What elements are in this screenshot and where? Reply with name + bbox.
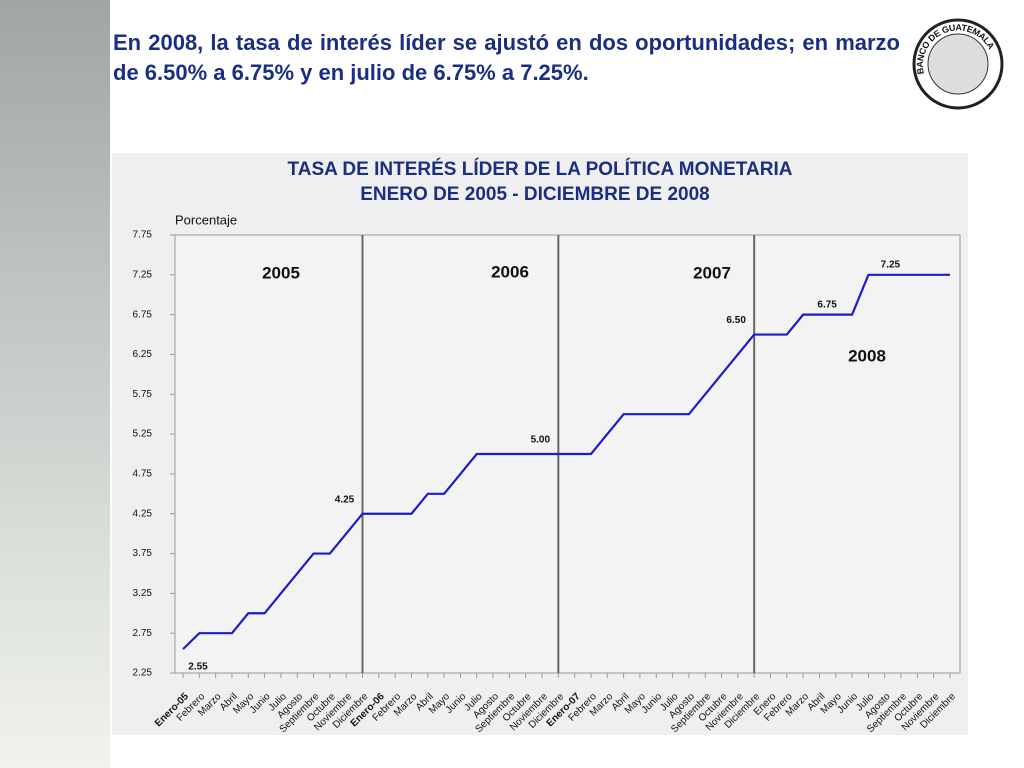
year-label: 2005 bbox=[262, 263, 300, 282]
y-tick-label: 5.25 bbox=[133, 429, 153, 440]
data-label: 6.50 bbox=[726, 315, 746, 326]
y-tick-label: 7.75 bbox=[133, 230, 153, 241]
y-tick-label: 2.75 bbox=[133, 628, 153, 639]
data-label: 2.55 bbox=[188, 662, 208, 673]
data-label: 5.00 bbox=[531, 435, 551, 446]
y-tick-label: 2.25 bbox=[133, 668, 153, 679]
background-photo bbox=[0, 0, 110, 768]
y-tick-label: 4.75 bbox=[133, 469, 153, 480]
data-label: 4.25 bbox=[335, 494, 355, 505]
y-tick-label: 3.75 bbox=[133, 548, 153, 559]
line-series bbox=[182, 273, 950, 650]
year-label: 2007 bbox=[693, 263, 731, 282]
y-tick-label: 6.75 bbox=[133, 309, 153, 320]
y-tick-label: 3.25 bbox=[133, 588, 153, 599]
y-axis-label: Porcentaje bbox=[175, 212, 237, 227]
data-label: 6.75 bbox=[817, 299, 837, 310]
y-tick-label: 5.75 bbox=[133, 389, 153, 400]
y-tick-label: 6.25 bbox=[133, 349, 153, 360]
chart-title: TASA DE INTERÉS LÍDER DE LA POLÍTICA MON… bbox=[288, 158, 793, 180]
chart-subtitle: ENERO DE 2005 - DICIEMBRE DE 2008 bbox=[360, 184, 710, 205]
logo-center bbox=[927, 33, 989, 95]
year-label: 2006 bbox=[491, 262, 529, 281]
logo: BANCO DE GUATEMALA bbox=[912, 18, 1004, 110]
data-label: 7.25 bbox=[881, 259, 901, 270]
year-label: 2008 bbox=[848, 346, 886, 365]
y-tick-label: 7.25 bbox=[133, 269, 153, 280]
y-tick-label: 4.25 bbox=[133, 508, 153, 519]
slide-text: En 2008, la tasa de interés líder se aju… bbox=[113, 30, 900, 85]
